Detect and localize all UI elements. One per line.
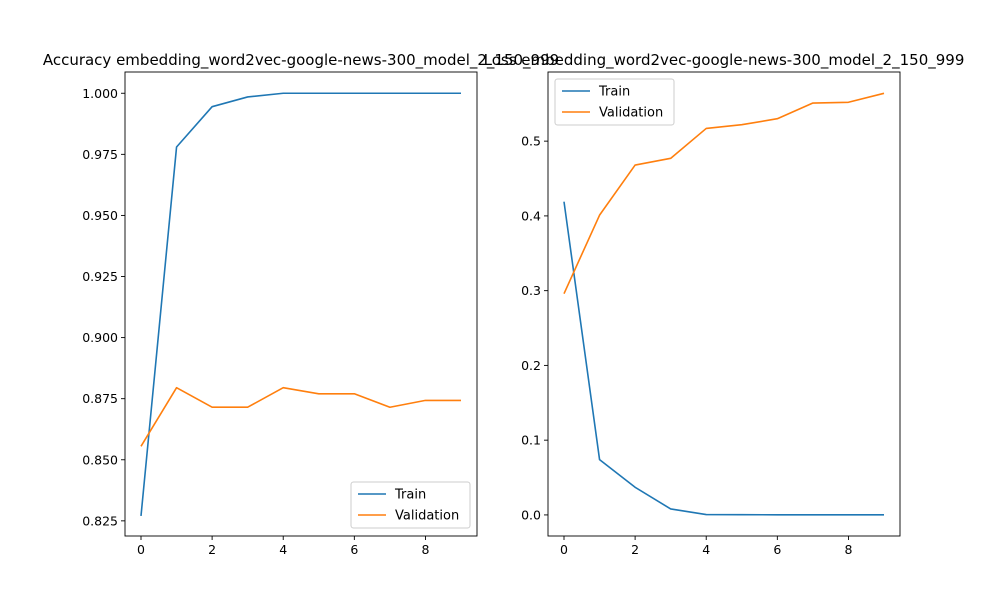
accuracy-x-tick-label: 6 — [350, 542, 358, 557]
accuracy-x-tick-label: 2 — [208, 542, 216, 557]
loss-x-tick-label: 2 — [631, 542, 639, 557]
loss-series-train-line — [563, 201, 884, 516]
accuracy-series-validation-line — [140, 386, 461, 447]
loss-y-tick-label: 0.1 — [521, 433, 541, 448]
accuracy-chart-title: Accuracy embedding_word2vec-google-news-… — [43, 51, 559, 70]
loss-legend: Train Validation — [554, 78, 675, 126]
accuracy-y-tick-label: 0.875 — [82, 391, 118, 406]
loss-chart: Loss embedding_word2vec-google-news-300_… — [484, 51, 965, 557]
accuracy-x-tick-label: 4 — [279, 542, 287, 557]
loss-x-tick-label: 4 — [702, 542, 710, 557]
accuracy-x-tick-label: 8 — [421, 542, 429, 557]
accuracy-legend: Train Validation — [350, 481, 471, 529]
loss-y-tick-label: 0.0 — [521, 507, 541, 522]
accuracy-x-tick-label: 0 — [137, 542, 145, 557]
loss-x-tick-label: 0 — [560, 542, 568, 557]
loss-y-tick-label: 0.5 — [521, 134, 541, 149]
loss-y-tick-label: 0.2 — [521, 358, 541, 373]
accuracy-y-tick-label: 0.900 — [82, 330, 118, 345]
loss-series-validation-line — [563, 92, 885, 294]
loss-legend-label-validation: Validation — [599, 106, 663, 121]
accuracy-y-tick-label: 0.850 — [82, 452, 118, 467]
loss-legend-label-train: Train — [598, 85, 630, 100]
loss-chart-title: Loss embedding_word2vec-google-news-300_… — [484, 51, 965, 70]
accuracy-axes-frame — [124, 71, 478, 537]
accuracy-series-train-line — [140, 92, 461, 517]
accuracy-y-tick-label: 0.925 — [82, 269, 118, 284]
accuracy-chart: Accuracy embedding_word2vec-google-news-… — [43, 51, 559, 557]
loss-axes-frame — [547, 71, 901, 537]
loss-y-tick-label: 0.3 — [521, 283, 541, 298]
accuracy-legend-label-validation: Validation — [395, 509, 459, 524]
loss-x-tick-label: 8 — [844, 542, 852, 557]
accuracy-y-tick-label: 0.825 — [82, 513, 118, 528]
accuracy-legend-label-train: Train — [394, 488, 426, 503]
accuracy-y-tick-label: 0.950 — [82, 208, 118, 223]
accuracy-y-tick-label: 1.000 — [82, 86, 118, 101]
loss-y-tick-label: 0.4 — [521, 208, 541, 223]
accuracy-y-tick-label: 0.975 — [82, 147, 118, 162]
loss-x-tick-label: 6 — [773, 542, 781, 557]
